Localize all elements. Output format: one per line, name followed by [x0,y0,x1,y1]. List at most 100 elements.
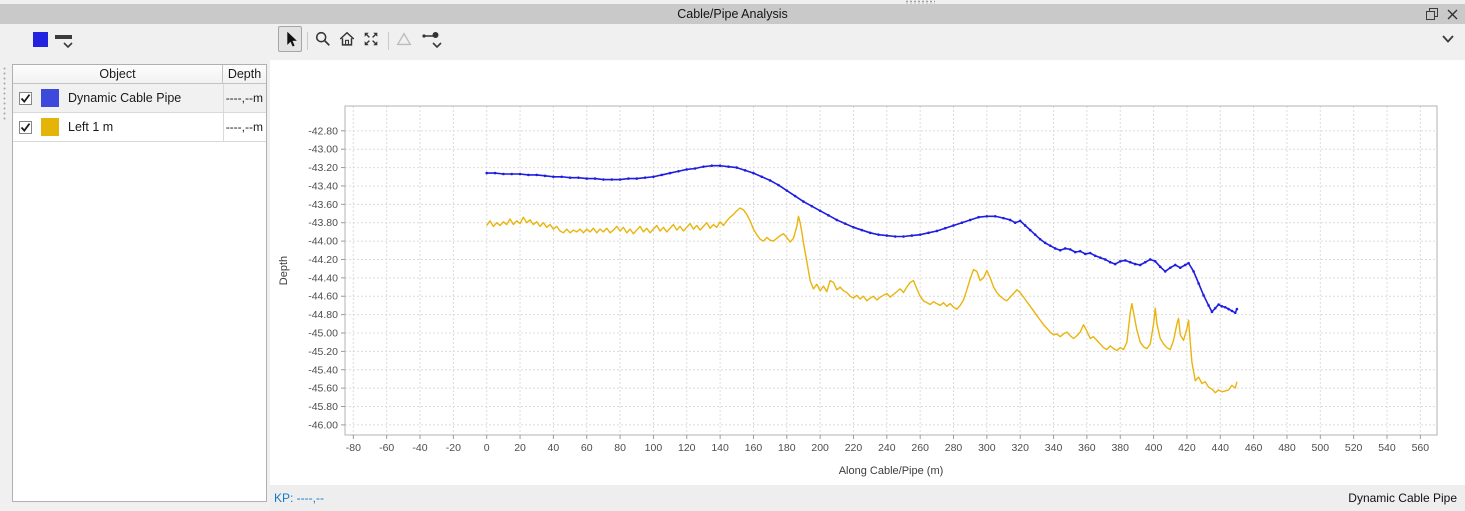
series-marker [968,218,972,222]
x-tick-label: 60 [581,442,593,454]
float-window-button[interactable] [1425,7,1439,21]
series-marker [1033,233,1037,236]
series-marker [1023,224,1027,227]
series-marker [952,224,955,227]
series-marker [1063,247,1067,250]
visibility-checkbox[interactable] [19,120,32,134]
y-tick-label: -44.20 [308,254,338,266]
line-style-picker-button[interactable] [50,26,78,52]
x-tick-label: 560 [1412,442,1430,454]
series-marker [793,194,797,198]
float-window-icon [1426,8,1438,20]
series-marker [1053,247,1057,250]
panel-splitter-handle[interactable] [2,66,7,122]
x-tick-label: 140 [711,442,729,454]
table-row[interactable]: Dynamic Cable Pipe ----,--m [13,84,266,113]
series-marker [835,218,839,222]
series-marker [885,234,889,237]
series-marker [752,171,755,175]
series-line [486,207,1238,394]
zoom-extents-tool-button[interactable] [359,26,383,52]
series-marker [852,226,855,229]
series-marker [627,177,630,180]
series-color-swatch [41,89,59,107]
profile-points-tool-button[interactable] [418,26,448,52]
x-axis-title: Along Cable/Pipe (m) [839,465,944,477]
series-marker [1235,307,1239,311]
series-marker [693,167,697,170]
series-marker [1088,251,1092,255]
series-marker [1233,311,1237,315]
series-marker [1093,254,1097,258]
y-tick-label: -46.00 [308,419,338,431]
y-tick-label: -43.80 [308,217,338,229]
x-tick-label: 40 [548,442,560,454]
pointer-tool-button[interactable] [278,26,302,52]
x-tick-label: 440 [1212,442,1230,454]
series-marker [1118,260,1122,263]
series-marker [1153,260,1157,263]
series-marker [702,165,705,168]
series-marker [743,169,747,172]
column-header-object[interactable]: Object [13,65,223,83]
line-dots-icon [422,32,442,49]
home-icon [339,31,355,46]
y-tick-label: -44.40 [308,272,338,284]
series-marker [810,204,814,208]
toolbar-separator [388,32,389,50]
series-marker [1143,260,1147,264]
series-marker [1098,256,1102,259]
series-marker [1018,219,1022,223]
y-tick-label: -45.80 [308,401,338,413]
series-marker [585,177,589,180]
collapse-toolbar-button[interactable] [1436,26,1460,52]
toolbar [0,24,1465,60]
series-marker [1058,248,1062,252]
x-tick-label: -60 [379,442,394,454]
series-marker [1113,262,1117,266]
expand-arrows-icon [364,32,378,46]
window-drag-handle-icon[interactable] [905,0,935,4]
series-marker [977,215,980,219]
visibility-checkbox[interactable] [19,91,32,105]
column-header-depth[interactable]: Depth [227,67,262,81]
series-marker [543,174,547,178]
series-marker [1192,270,1195,273]
series-marker [1187,261,1190,265]
series-marker [785,189,789,192]
zoom-tool-button[interactable] [311,26,335,52]
y-tick-label: -44.00 [308,236,338,248]
series-marker [1133,262,1137,266]
series-marker [1068,248,1072,251]
series-marker [493,171,497,175]
series-marker [610,178,614,181]
x-tick-label: 340 [1045,442,1063,454]
x-tick-label: 400 [1145,442,1163,454]
triangle-tool-button[interactable] [392,26,416,52]
cursor-arrow-icon [287,31,297,47]
series-marker [527,173,530,177]
depth-profile-chart[interactable]: -80 -60 -40 -20 0 20 40 60 80 100 120 140 160 180 200 2… [270,60,1465,485]
x-tick-label: 500 [1312,442,1330,454]
series-color-picker-button[interactable] [29,26,51,52]
series-marker [668,171,672,175]
series-marker [568,176,572,179]
magnifier-icon [315,31,330,46]
close-button[interactable] [1445,7,1459,21]
series-marker [802,200,805,203]
series-marker [1213,306,1217,310]
series-marker [843,222,847,225]
series-marker [1148,258,1152,261]
titlebar[interactable]: Cable/Pipe Analysis [0,4,1465,24]
home-view-tool-button[interactable] [335,26,359,52]
series-marker [860,228,864,232]
series-marker [560,175,564,179]
table-row[interactable]: Left 1 m ----,--m [13,113,266,142]
series-marker [760,175,764,179]
series-marker [910,234,914,237]
x-tick-label: 300 [978,442,996,454]
series-marker [1043,241,1047,245]
x-tick-label: 200 [811,442,829,454]
series-marker [943,226,947,230]
